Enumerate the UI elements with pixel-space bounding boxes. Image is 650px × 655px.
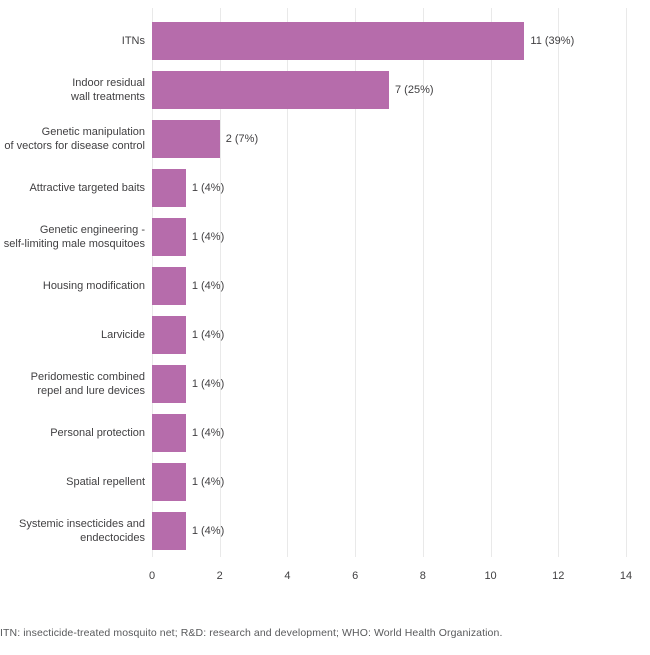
bar-track: 7 (25%) (152, 66, 626, 115)
x-axis-tick-label: 2 (216, 570, 223, 582)
bar-row: Personal protection 1 (4%) (0, 409, 626, 458)
value-label: 1 (4%) (191, 378, 225, 390)
bar (152, 267, 186, 305)
bar (152, 316, 186, 354)
bar-row: Genetic manipulation of vectors for disea… (0, 115, 626, 164)
bar-track: 11 (39%) (152, 17, 626, 66)
category-label: ITNs (121, 35, 145, 47)
gridline (355, 8, 357, 557)
bar-track: 1 (4%) (152, 213, 626, 262)
bar-row: Genetic engineering - self-limiting male … (0, 213, 626, 262)
category-label: Larvicide (100, 329, 145, 341)
gridline (558, 8, 560, 557)
category-label: Housing modification (42, 280, 145, 292)
bar-row: Indoor residual wall treatments 7 (25%) (0, 66, 626, 115)
x-axis-tick-label: 12 (552, 570, 565, 582)
x-axis-tick-label: 10 (484, 570, 497, 582)
value-label: 1 (4%) (191, 476, 225, 488)
category-label: Systemic insecticides and endectocides (19, 518, 145, 544)
value-label: 1 (4%) (191, 329, 225, 341)
value-label: 1 (4%) (191, 231, 225, 243)
value-label: 2 (7%) (225, 133, 259, 145)
bar (152, 22, 525, 60)
bar-track: 1 (4%) (152, 409, 626, 458)
category-label: Genetic engineering - self-limiting male … (3, 224, 145, 250)
bar-row: Attractive targeted baits 1 (4%) (0, 164, 626, 213)
gridline (287, 8, 289, 557)
bar (152, 120, 220, 158)
bar-rows: ITNs 11 (39%) Indoor residual wall treatm… (0, 8, 626, 557)
value-label: 11 (39%) (530, 35, 575, 47)
category-label: Indoor residual wall treatments (71, 77, 145, 103)
footnote-text: ITN: insecticide-treated mosquito net; R… (0, 627, 503, 639)
bar-track: 1 (4%) (152, 311, 626, 360)
value-label: 1 (4%) (191, 280, 225, 292)
gridline (490, 8, 492, 557)
value-label: 1 (4%) (191, 427, 225, 439)
bar-row: ITNs 11 (39%) (0, 17, 626, 66)
gridline (626, 8, 627, 557)
gridline (422, 8, 424, 557)
category-label: Peridomestic combined repel and lure devi… (30, 371, 145, 397)
x-axis-tick-label: 0 (148, 570, 156, 582)
bar-row: Peridomestic combined repel and lure devi… (0, 360, 626, 409)
bar (152, 512, 186, 550)
bar-row: Housing modification 1 (4%) (0, 262, 626, 311)
bar-track: 1 (4%) (152, 262, 626, 311)
bar-track: 1 (4%) (152, 360, 626, 409)
bar-track: 2 (7%) (152, 115, 626, 164)
x-axis-tick-label: 14 (619, 570, 633, 582)
bar-track: 1 (4%) (152, 507, 626, 556)
bar (152, 365, 186, 403)
category-label: Attractive targeted baits (29, 182, 145, 194)
category-label: Spatial repellent (66, 476, 145, 488)
gridline (219, 8, 221, 557)
bar-row: Larvicide 1 (4%) (0, 311, 626, 360)
bar-track: 1 (4%) (152, 458, 626, 507)
bar-track: 1 (4%) (152, 164, 626, 213)
bar-row: Spatial repellent 1 (4%) (0, 458, 626, 507)
value-label: 1 (4%) (191, 182, 225, 194)
bar (152, 414, 186, 452)
bar (152, 169, 186, 207)
x-axis-tick-label: 4 (284, 570, 291, 582)
bar (152, 218, 186, 256)
x-axis-tick-label: 6 (352, 570, 359, 582)
category-label: Genetic manipulation of vectors for disea… (4, 126, 145, 152)
x-axis-tick-label: 8 (419, 570, 426, 582)
value-label: 1 (4%) (191, 525, 225, 537)
value-label: 7 (25%) (395, 84, 434, 96)
bar-row: Systemic insecticides and endectocides 1 … (0, 507, 626, 556)
bar (152, 71, 389, 109)
category-label: Personal protection (50, 427, 145, 439)
bar (152, 463, 186, 501)
